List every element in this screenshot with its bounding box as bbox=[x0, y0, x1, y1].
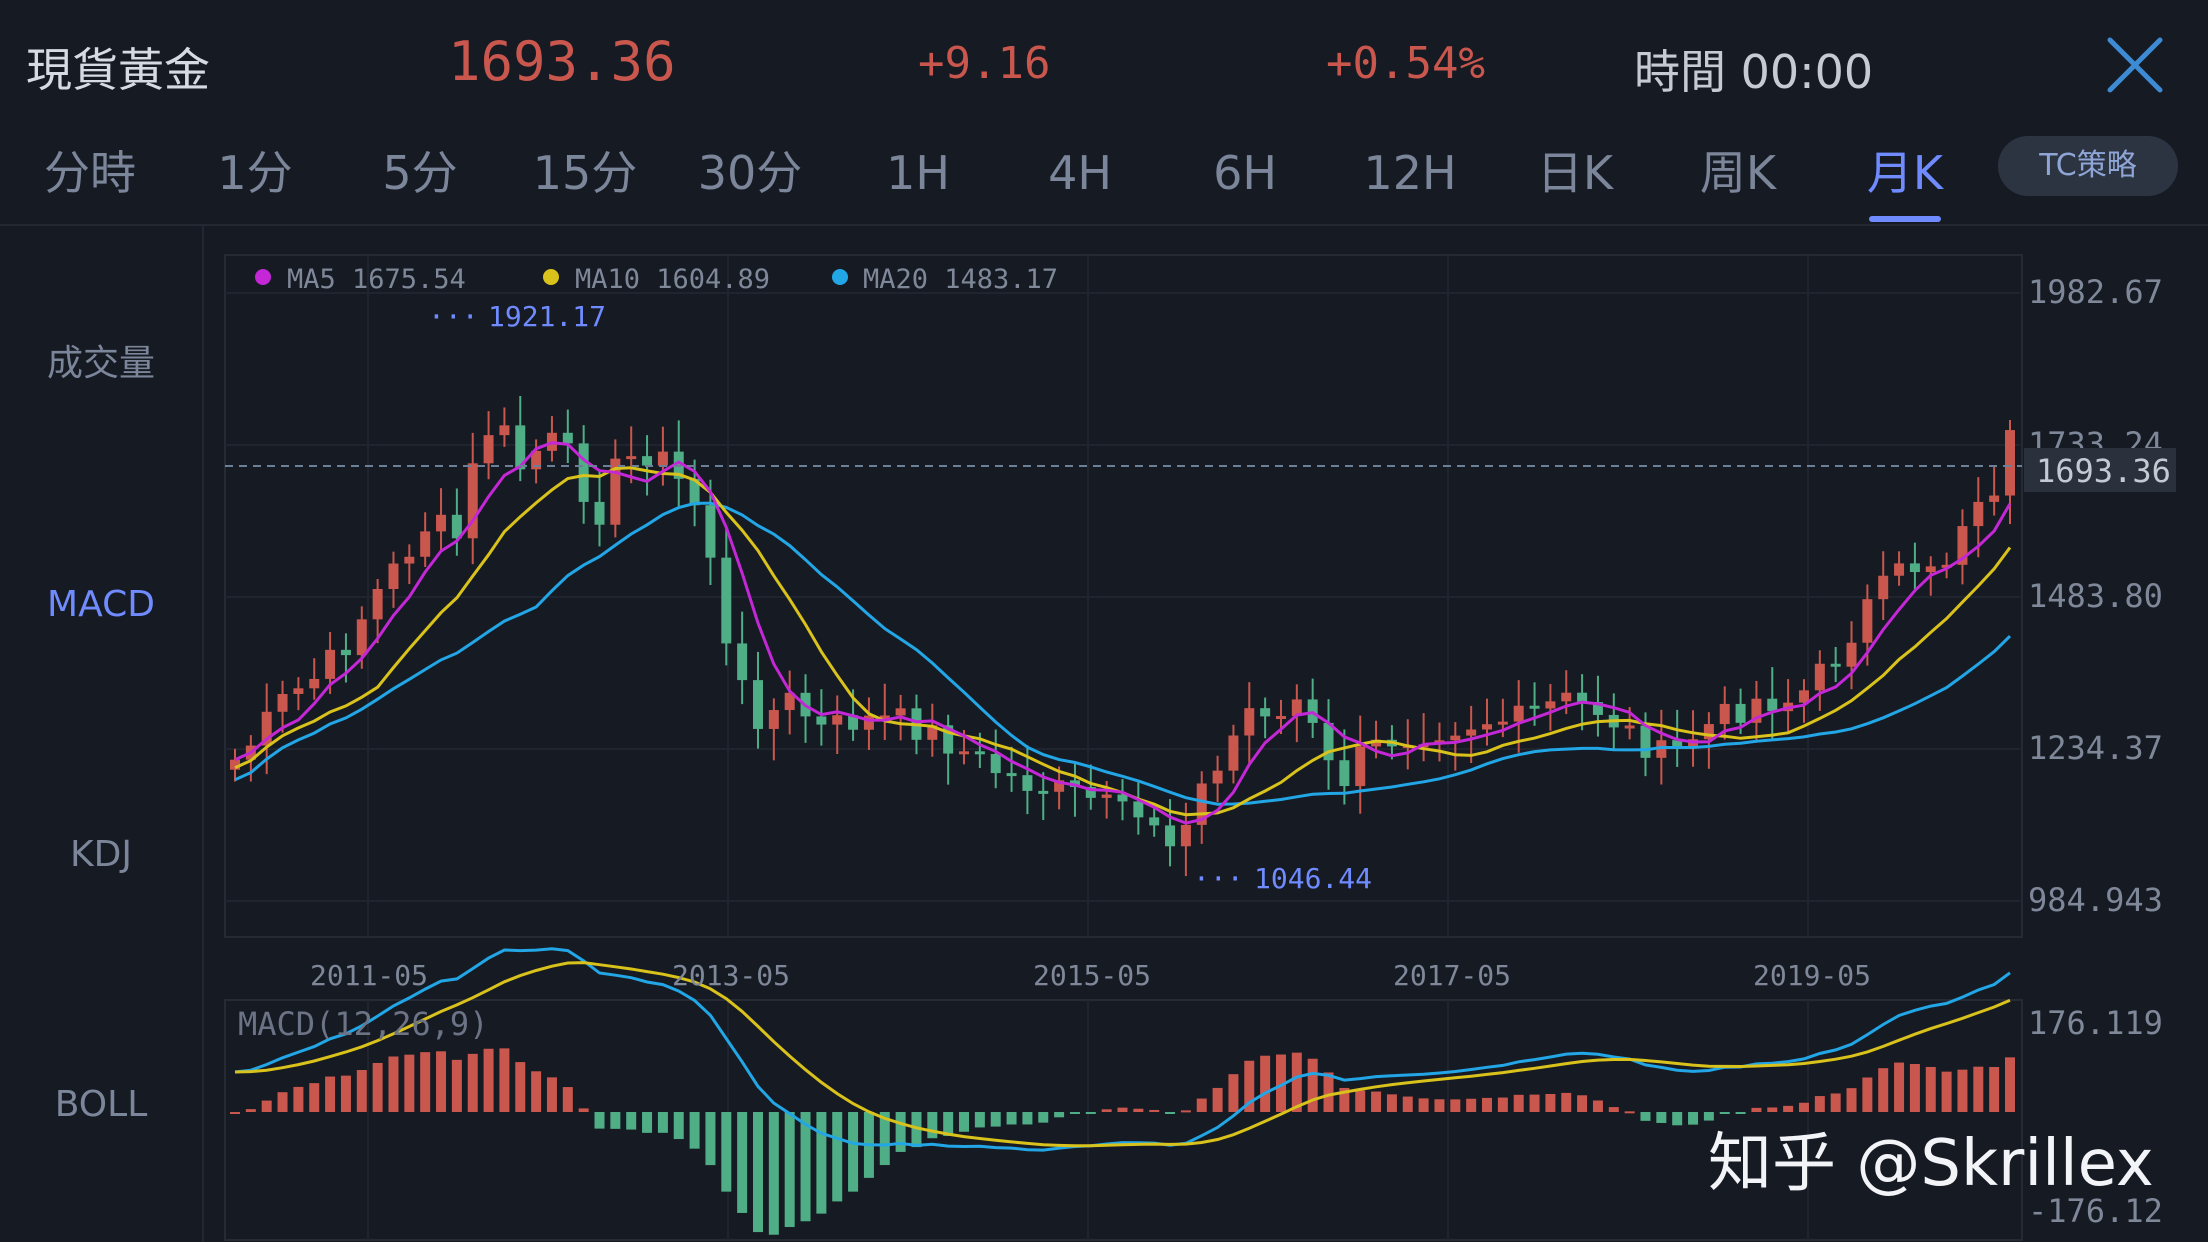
macd-dif-line bbox=[234, 947, 2011, 1152]
max-price-marker: ··· bbox=[428, 300, 479, 333]
ma20-line bbox=[234, 501, 2012, 806]
indicator-sidebar: 成交量 MACD KDJ BOLL bbox=[0, 224, 204, 1242]
quote-header: 現貨黃金 1693.36 +9.16 +0.54% 時間 00:00 bbox=[0, 0, 2208, 130]
macd-dea-line bbox=[234, 961, 2011, 1148]
tab-12h[interactable]: 12H bbox=[1363, 146, 1457, 200]
tab-1h[interactable]: 1H bbox=[886, 146, 950, 200]
date-axis-label: 2011-05 bbox=[310, 959, 428, 992]
sidebar-item-macd[interactable]: MACD bbox=[47, 584, 155, 625]
tab-6h[interactable]: 6H bbox=[1213, 146, 1277, 200]
quote-time: 時間 00:00 bbox=[1634, 45, 1874, 99]
price-axis-label: 1234.37 bbox=[2028, 729, 2163, 767]
tab-5min[interactable]: 5分 bbox=[382, 146, 458, 200]
ma10-line bbox=[234, 466, 2012, 817]
grid-lines bbox=[225, 255, 2022, 1240]
tab-monthly[interactable]: 月K bbox=[1866, 146, 1944, 200]
macd-panel-frame bbox=[224, 999, 2023, 1241]
tab-30min[interactable]: 30分 bbox=[697, 146, 803, 200]
price-axis-label: 1483.80 bbox=[2028, 577, 2163, 615]
timeframe-tabs: 分時 1分 5分 15分 30分 1H 4H 6H 12H 日K 周K 月K bbox=[0, 130, 2208, 226]
macd-axis-bottom: -176.12 bbox=[2028, 1192, 2163, 1230]
ma20-legend-dot bbox=[832, 269, 848, 285]
tab-fenshi[interactable]: 分時 bbox=[44, 146, 136, 200]
close-icon[interactable] bbox=[2100, 30, 2170, 100]
last-price: 1693.36 bbox=[448, 30, 676, 93]
date-axis-label: 2015-05 bbox=[1033, 959, 1151, 992]
ma20-legend: MA20 1483.17 bbox=[863, 264, 1058, 295]
tab-1min[interactable]: 1分 bbox=[217, 146, 293, 200]
date-axis-label: 2013-05 bbox=[672, 959, 790, 992]
ma5-legend: MA5 1675.54 bbox=[287, 264, 466, 295]
max-price-label: 1921.17 bbox=[488, 300, 606, 333]
tc-strategy-button[interactable]: TC策略 bbox=[1998, 136, 2178, 196]
date-axis-label: 2017-05 bbox=[1393, 959, 1511, 992]
active-tab-indicator bbox=[1869, 216, 1941, 222]
macd-axis-top: 176.119 bbox=[2028, 1004, 2163, 1042]
watermark: 知乎 @Skrillex bbox=[1708, 1127, 2154, 1201]
candlesticks bbox=[230, 395, 2015, 877]
sidebar-item-volume[interactable]: 成交量 bbox=[46, 343, 155, 384]
tab-4h[interactable]: 4H bbox=[1048, 146, 1112, 200]
price-axis-label: 1982.67 bbox=[2028, 273, 2163, 311]
current-price-tag bbox=[2024, 448, 2176, 492]
symbol-name: 現貨黃金 bbox=[26, 43, 210, 97]
ma10-legend-dot bbox=[543, 269, 559, 285]
min-price-label: 1046.44 bbox=[1254, 862, 1372, 895]
ma5-legend-dot bbox=[255, 269, 271, 285]
date-axis-label: 2019-05 bbox=[1753, 959, 1871, 992]
price-axis-label: 984.943 bbox=[2028, 881, 2163, 919]
tab-weekly[interactable]: 周K bbox=[1699, 146, 1777, 200]
sidebar-item-boll[interactable]: BOLL bbox=[54, 1084, 148, 1125]
macd-title: MACD(12,26,9) bbox=[238, 1005, 488, 1043]
price-change: +9.16 bbox=[918, 38, 1051, 89]
current-price-tag-text: 1693.36 bbox=[2036, 452, 2171, 490]
ma10-legend: MA10 1604.89 bbox=[575, 264, 770, 295]
price-change-pct: +0.54% bbox=[1326, 38, 1485, 89]
sidebar-item-kdj[interactable]: KDJ bbox=[70, 834, 132, 875]
tab-daily[interactable]: 日K bbox=[1536, 146, 1614, 200]
ma5-line bbox=[234, 441, 2012, 825]
tab-15min[interactable]: 15分 bbox=[532, 146, 638, 200]
min-price-marker: ··· bbox=[1193, 862, 1244, 895]
